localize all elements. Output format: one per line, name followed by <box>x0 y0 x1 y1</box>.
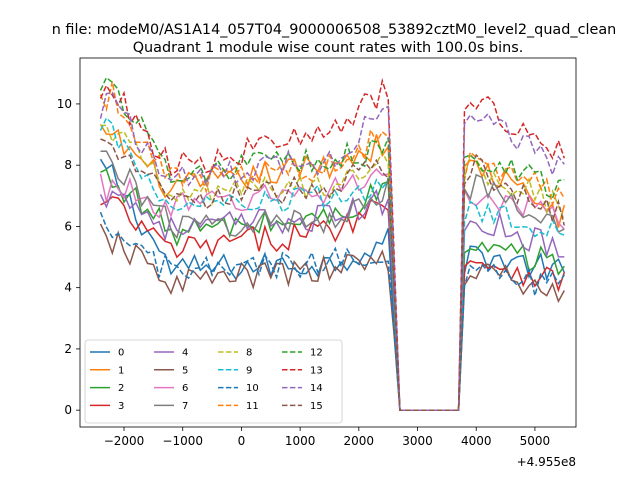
plot-frame <box>79 57 577 428</box>
legend-label: 10 <box>246 383 259 394</box>
legend-label: 13 <box>310 365 323 376</box>
series-line-7 <box>100 150 565 411</box>
legend-label: 4 <box>182 348 188 359</box>
x-tick-label: 1000 <box>285 434 316 448</box>
y-tick-label: 10 <box>57 97 72 111</box>
series-layer <box>99 76 566 411</box>
legend-label: 11 <box>246 401 259 412</box>
legend-label: 2 <box>118 383 124 394</box>
y-axis: 0 2 4 6 8 10 <box>57 97 80 417</box>
x-tick-label: 3000 <box>402 434 433 448</box>
x-tick-label: 0 <box>238 434 246 448</box>
x-axis: −2000 −1000 0 1000 2000 3000 4000 5000 <box>104 427 550 448</box>
y-tick-label: 2 <box>64 342 72 356</box>
x-tick-label: 2000 <box>344 434 375 448</box>
y-tick-label: 6 <box>64 219 72 233</box>
series-line-3 <box>100 196 566 411</box>
series-line-5 <box>99 223 565 411</box>
legend-label: 1 <box>118 365 124 376</box>
legend-label: 9 <box>246 365 252 376</box>
legend-label: 7 <box>182 401 188 412</box>
legend-label: 6 <box>182 383 188 394</box>
legend-box <box>84 339 343 424</box>
y-tick-label: 8 <box>64 158 72 172</box>
x-tick-label: 5000 <box>520 434 551 448</box>
x-tick-label: 4000 <box>461 434 492 448</box>
series-line-10 <box>99 211 565 411</box>
series-line-11 <box>99 81 565 411</box>
series-line-12 <box>99 76 565 411</box>
series-line-8 <box>100 124 565 411</box>
legend-label: 5 <box>182 365 188 376</box>
x-offset-label: +4.955e8 <box>517 455 576 469</box>
figure-suptitle: n file: modeM0/AS1A14_057T04_9000006508_… <box>52 22 617 38</box>
legend-label: 3 <box>118 401 124 412</box>
x-tick-label: −2000 <box>104 434 145 448</box>
x-tick-label: −1000 <box>162 434 203 448</box>
series-line-4 <box>99 188 565 411</box>
series-line-9 <box>99 116 565 411</box>
legend-label: 12 <box>310 348 323 359</box>
legend-label: 0 <box>118 348 124 359</box>
legend-label: 8 <box>246 348 252 359</box>
series-line-13 <box>99 77 566 411</box>
series-line-15 <box>100 138 566 411</box>
y-tick-label: 4 <box>64 281 72 295</box>
legend-label: 15 <box>310 401 323 412</box>
series-line-14 <box>99 91 565 411</box>
y-tick-label: 0 <box>64 403 72 417</box>
chart-title: Quadrant 1 module wise count rates with … <box>133 40 524 56</box>
legend-label: 14 <box>310 383 323 394</box>
series-line-2 <box>100 168 565 411</box>
